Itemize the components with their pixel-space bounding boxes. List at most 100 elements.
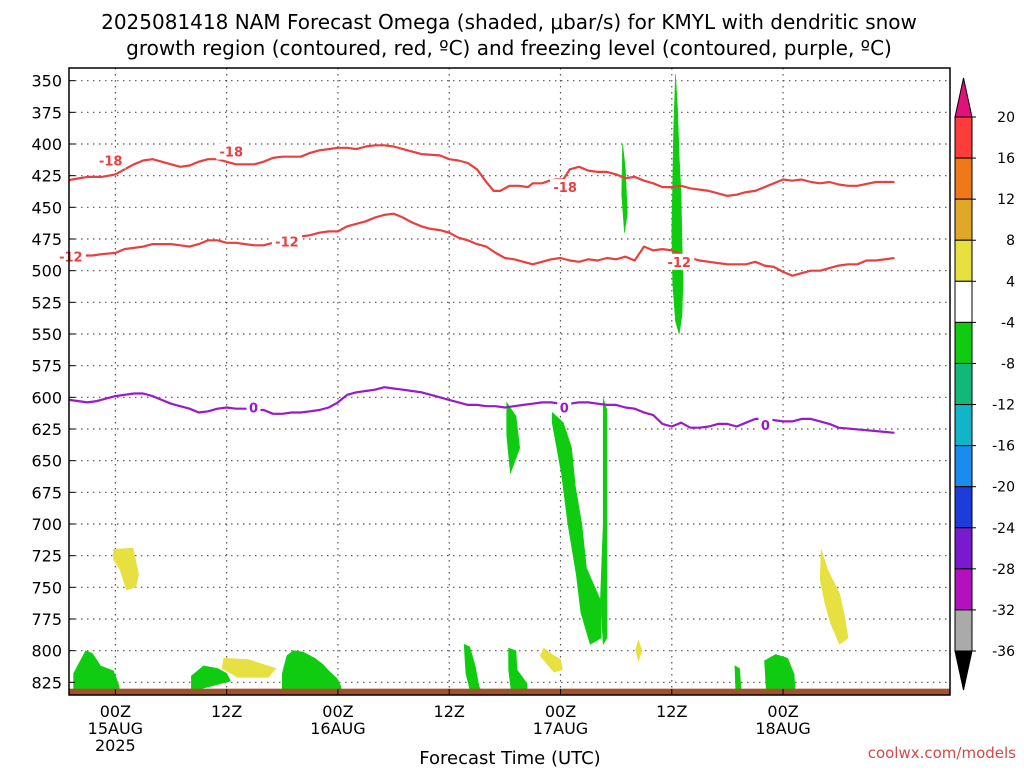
y-tick-label: 625 (31, 420, 62, 439)
y-tick-label: 775 (31, 610, 62, 629)
y-tick-label: 600 (31, 388, 62, 407)
y-tick-label: 650 (31, 452, 62, 471)
y-tick-label: 350 (31, 72, 62, 91)
colorbar-label: 8 (1006, 233, 1015, 249)
contour-label: -12 (667, 256, 691, 271)
colorbar-label: -24 (992, 521, 1015, 537)
x-tick-label: 00Z (545, 702, 576, 721)
credit-text: coolwx.com/models (868, 744, 1016, 762)
plot-area: -18 -18 -18 -12 -12 -12 0 0 0 (55, 67, 951, 696)
colorbar-swatch (954, 568, 973, 611)
x-axis-title: Forecast Time (UTC) (419, 748, 600, 768)
x-tick-label: 12Z (656, 702, 687, 721)
y-tick-label: 500 (31, 262, 62, 281)
y-tick-label: 550 (31, 325, 62, 344)
contour-label: 0 (761, 419, 770, 434)
omega-shaded-area (508, 647, 528, 693)
y-tick-label: 425 (31, 167, 62, 186)
colorbar-swatch (954, 445, 973, 488)
x-tick-label: 12Z (211, 702, 242, 721)
shaded-omega-layer (73, 74, 849, 693)
plot-frame (68, 67, 951, 696)
y-tick-label: 725 (31, 547, 62, 566)
y-axis: 350 375 400 425 450 475 500 525 550 575 600 625 650 6… (31, 72, 75, 692)
omega-shaded-area (551, 411, 602, 645)
omega-shaded-area (819, 549, 849, 645)
x-tick-label: 18AUG (755, 719, 810, 738)
x-tick-label: 00Z (322, 702, 353, 721)
x-tick-label: 00Z (767, 702, 798, 721)
colorbar-label: -20 (992, 480, 1015, 496)
y-tick-label: 400 (31, 135, 62, 154)
x-tick-label: 2025 (95, 736, 136, 755)
contour-label-bg (55, 248, 86, 265)
contour-layer (69, 144, 895, 434)
contour-label: 0 (249, 401, 258, 416)
grid-layer (69, 68, 950, 695)
y-tick-label: 825 (31, 673, 62, 692)
colorbar: 20 16 12 8 4 -4 -8 -12 -16 -20 -24 -28 -32 -36 (954, 77, 1015, 691)
colorbar-swatch (954, 486, 973, 529)
contour-line (69, 144, 895, 197)
contour-label-bg (271, 233, 302, 250)
contour-label-layer: -18 -18 -18 -12 -12 -12 0 0 0 (55, 143, 773, 434)
chart-title-line-1: 2025081418 NAM Forecast Omega (shaded, μ… (101, 10, 917, 34)
x-tick-label: 00Z (100, 702, 131, 721)
contour-label: -12 (275, 236, 299, 251)
colorbar-swatch (954, 198, 973, 241)
y-tick-label: 675 (31, 483, 62, 502)
contour-label-bg (95, 152, 126, 169)
contour-label: -18 (99, 154, 123, 169)
colorbar-label: 20 (997, 110, 1015, 126)
colorbar-label: -36 (992, 644, 1015, 660)
colorbar-swatch (954, 280, 973, 323)
chart-title-line-2: growth region (contoured, red, ºC) and f… (126, 36, 892, 60)
contour-label-bg (216, 143, 247, 160)
omega-shaded-area (539, 647, 563, 673)
contour-line (69, 212, 895, 277)
contour-label-bg (557, 399, 572, 416)
x-tick-label: 15AUG (88, 719, 143, 738)
contour-label-bg (246, 399, 261, 416)
y-tick-label: 475 (31, 230, 62, 249)
omega-shaded-area (635, 639, 643, 662)
colorbar-label: 16 (997, 151, 1015, 167)
colorbar-label: -32 (992, 603, 1015, 619)
omega-shaded-area (621, 143, 628, 233)
x-tick-label: 12Z (434, 702, 465, 721)
colorbar-label: 4 (1006, 274, 1015, 290)
y-tick-label: 800 (31, 642, 62, 661)
colorbar-swatch (954, 527, 973, 570)
omega-shaded-area (113, 547, 139, 591)
colorbar-label: -12 (992, 398, 1015, 414)
colorbar-swatch (954, 321, 973, 364)
colorbar-bottom-arrow (954, 650, 973, 691)
colorbar-swatch (954, 239, 973, 282)
omega-shaded-area (506, 401, 521, 474)
contour-line (69, 386, 895, 434)
omega-shaded-area (221, 657, 277, 678)
terrain-layer (69, 688, 950, 695)
contour-label: -18 (220, 146, 244, 161)
colorbar-swatch (954, 157, 973, 200)
contour-label-bg (664, 253, 695, 270)
colorbar-swatch (954, 362, 973, 406)
colorbar-label: -4 (1001, 315, 1015, 331)
colorbar-label: -8 (1001, 356, 1015, 372)
y-tick-label: 525 (31, 293, 62, 312)
y-tick-label: 375 (31, 103, 62, 122)
x-tick-label: 17AUG (533, 719, 588, 738)
contour-label-bg (550, 179, 581, 196)
contour-label: -18 (553, 181, 577, 196)
y-tick-label: 450 (31, 198, 62, 217)
colorbar-label: 12 (997, 192, 1015, 208)
x-tick-label: 16AUG (310, 719, 365, 738)
y-tick-label: 575 (31, 357, 62, 376)
contour-label: -12 (59, 251, 83, 266)
colorbar-label: -16 (992, 439, 1015, 455)
colorbar-label: -28 (992, 562, 1015, 578)
